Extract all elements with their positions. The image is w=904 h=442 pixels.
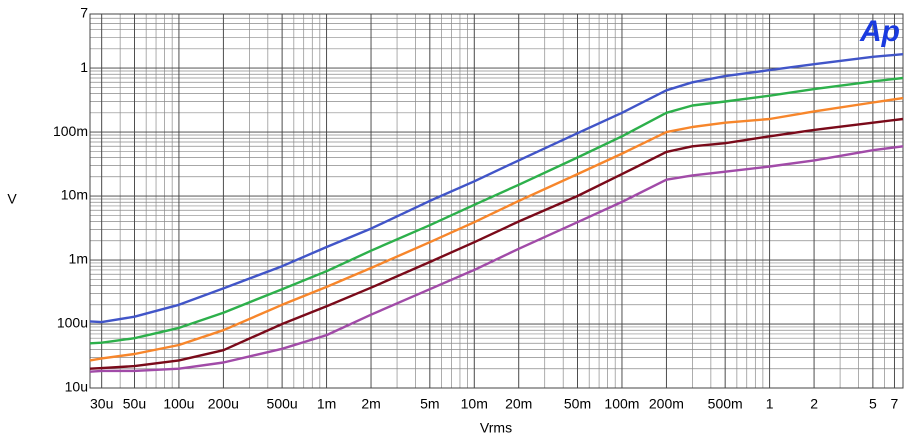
y-tick-label: 10u	[65, 379, 88, 395]
x-tick-label: 100u	[163, 396, 194, 412]
x-tick-label: 200m	[649, 396, 684, 412]
series-line	[89, 117, 904, 370]
x-tick-label: 10m	[461, 396, 488, 412]
x-tick-label: 5m	[420, 396, 439, 412]
x-tick-label: 1	[766, 396, 774, 412]
logo: Ap	[859, 15, 900, 48]
x-tick-label: 100m	[604, 396, 639, 412]
y-tick-label: 7	[80, 5, 88, 21]
y-tick-label: 1m	[69, 251, 88, 267]
x-tick-label: 500u	[267, 396, 298, 412]
x-tick-label: 1m	[317, 396, 336, 412]
y-tick-label: 10m	[61, 187, 88, 203]
x-tick-label: 30u	[90, 396, 113, 412]
y-tick-label: 100m	[53, 123, 88, 139]
x-tick-label: 50m	[564, 396, 591, 412]
series-line	[89, 76, 904, 345]
y-axis-label: V	[7, 191, 17, 207]
x-tick-label: 50u	[123, 396, 146, 412]
x-tick-label: 5	[869, 396, 877, 412]
x-tick-label: 200u	[208, 396, 239, 412]
series-line	[89, 145, 904, 373]
x-tick-label: 7	[891, 396, 899, 412]
series-line	[89, 96, 904, 362]
x-tick-label: 2	[810, 396, 818, 412]
x-axis-label: Vrms	[480, 420, 512, 436]
y-tick-label: 1	[80, 59, 88, 75]
series-line	[89, 53, 904, 324]
x-tick-label: 500m	[708, 396, 743, 412]
plot-frame	[89, 13, 904, 389]
x-tick-label: 2m	[361, 396, 380, 412]
x-tick-label: 20m	[505, 396, 532, 412]
y-tick-label: 100u	[57, 315, 88, 331]
